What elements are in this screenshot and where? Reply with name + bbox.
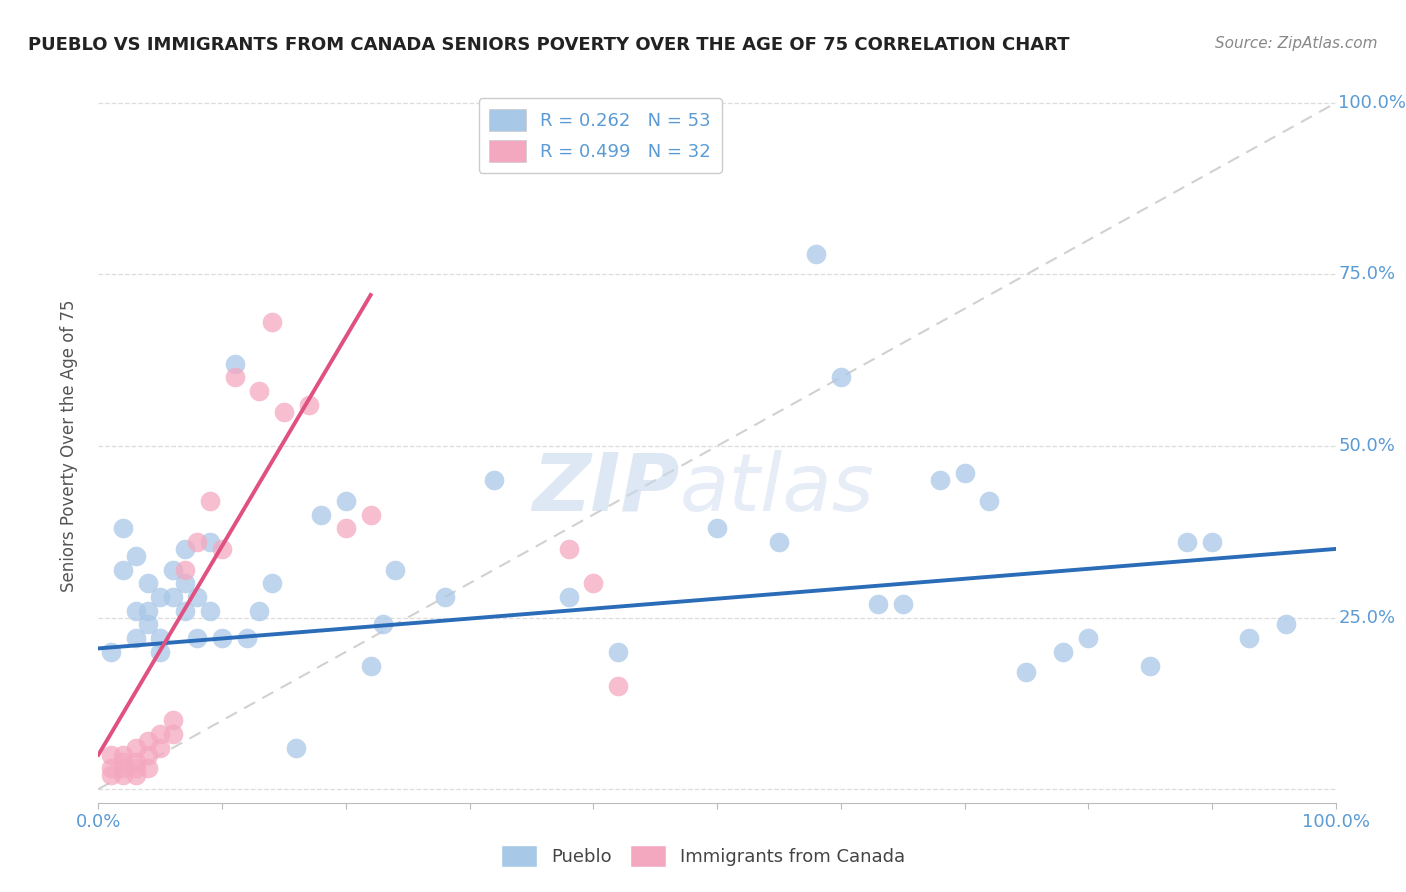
Legend: R = 0.262   N = 53, R = 0.499   N = 32: R = 0.262 N = 53, R = 0.499 N = 32	[478, 98, 721, 173]
Text: Source: ZipAtlas.com: Source: ZipAtlas.com	[1215, 36, 1378, 51]
Point	[100, 768, 122, 782]
Point	[174, 576, 197, 591]
Point	[112, 755, 135, 769]
Point	[124, 768, 146, 782]
Y-axis label: Seniors Poverty Over the Age of 75: Seniors Poverty Over the Age of 75	[59, 300, 77, 592]
Point	[1052, 645, 1074, 659]
Point	[247, 604, 270, 618]
Point	[1201, 535, 1223, 549]
Text: 75.0%: 75.0%	[1339, 266, 1395, 284]
Point	[224, 370, 246, 384]
Point	[162, 727, 184, 741]
Point	[928, 473, 950, 487]
Point	[136, 734, 159, 748]
Point	[866, 597, 889, 611]
Point	[557, 590, 579, 604]
Point	[371, 617, 394, 632]
Point	[582, 576, 605, 591]
Text: 25.0%: 25.0%	[1339, 608, 1395, 626]
Point	[136, 762, 159, 776]
Point	[360, 508, 382, 522]
Point	[768, 535, 790, 549]
Point	[149, 645, 172, 659]
Point	[236, 631, 259, 645]
Point	[124, 549, 146, 563]
Point	[149, 727, 172, 741]
Point	[112, 768, 135, 782]
Point	[224, 357, 246, 371]
Point	[260, 316, 283, 330]
Point	[211, 631, 233, 645]
Point	[112, 562, 135, 576]
Point	[607, 679, 630, 693]
Point	[174, 541, 197, 556]
Point	[1139, 658, 1161, 673]
Point	[136, 604, 159, 618]
Point	[309, 508, 332, 522]
Point	[112, 521, 135, 535]
Point	[162, 562, 184, 576]
Point	[149, 740, 172, 755]
Text: atlas: atlas	[681, 450, 875, 528]
Point	[136, 617, 159, 632]
Point	[891, 597, 914, 611]
Point	[211, 541, 233, 556]
Point	[136, 747, 159, 762]
Point	[260, 576, 283, 591]
Point	[607, 645, 630, 659]
Text: 100.0%: 100.0%	[1339, 94, 1406, 112]
Point	[1015, 665, 1038, 680]
Point	[1237, 631, 1260, 645]
Text: ZIP: ZIP	[533, 450, 681, 528]
Point	[162, 714, 184, 728]
Point	[335, 521, 357, 535]
Point	[953, 467, 976, 481]
Point	[124, 762, 146, 776]
Point	[1077, 631, 1099, 645]
Point	[804, 247, 827, 261]
Point	[100, 747, 122, 762]
Point	[112, 762, 135, 776]
Point	[124, 740, 146, 755]
Text: 50.0%: 50.0%	[1339, 437, 1395, 455]
Text: PUEBLO VS IMMIGRANTS FROM CANADA SENIORS POVERTY OVER THE AGE OF 75 CORRELATION : PUEBLO VS IMMIGRANTS FROM CANADA SENIORS…	[28, 36, 1070, 54]
Point	[100, 645, 122, 659]
Point	[149, 631, 172, 645]
Point	[1175, 535, 1198, 549]
Point	[198, 535, 221, 549]
Point	[360, 658, 382, 673]
Point	[830, 370, 852, 384]
Point	[174, 562, 197, 576]
Point	[198, 494, 221, 508]
Point	[1275, 617, 1298, 632]
Point	[198, 604, 221, 618]
Point	[298, 398, 321, 412]
Point	[247, 384, 270, 398]
Point	[979, 494, 1001, 508]
Legend: Pueblo, Immigrants from Canada: Pueblo, Immigrants from Canada	[494, 838, 912, 874]
Point	[136, 576, 159, 591]
Point	[384, 562, 406, 576]
Point	[112, 747, 135, 762]
Point	[433, 590, 456, 604]
Point	[149, 590, 172, 604]
Point	[124, 631, 146, 645]
Point	[100, 762, 122, 776]
Point	[124, 604, 146, 618]
Point	[174, 604, 197, 618]
Point	[484, 473, 506, 487]
Point	[335, 494, 357, 508]
Point	[186, 631, 208, 645]
Point	[186, 590, 208, 604]
Point	[186, 535, 208, 549]
Point	[285, 740, 308, 755]
Point	[557, 541, 579, 556]
Point	[273, 405, 295, 419]
Point	[706, 521, 728, 535]
Point	[124, 755, 146, 769]
Point	[162, 590, 184, 604]
